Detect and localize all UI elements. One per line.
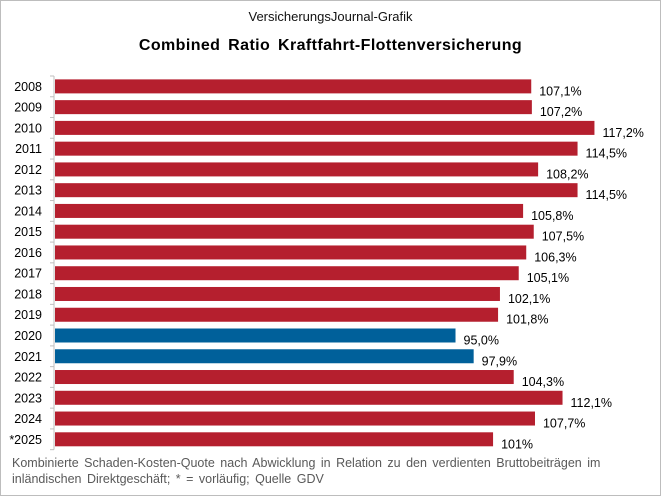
bar-2009 bbox=[55, 100, 532, 115]
category-label: 2008 bbox=[14, 80, 42, 94]
category-label: 2023 bbox=[14, 391, 42, 405]
data-label: 104,3% bbox=[522, 375, 564, 389]
bar-2024 bbox=[55, 411, 535, 426]
data-label: 105,8% bbox=[531, 209, 573, 223]
category-label: 2020 bbox=[14, 329, 42, 343]
data-label: 112,1% bbox=[571, 396, 612, 410]
data-label: 117,2% bbox=[602, 126, 643, 140]
bar-2010 bbox=[55, 120, 595, 135]
data-label: 108,2% bbox=[546, 167, 588, 181]
bar-2015 bbox=[55, 224, 534, 239]
data-label: 107,2% bbox=[540, 105, 582, 119]
category-label: 2012 bbox=[14, 163, 42, 177]
data-label: 101% bbox=[501, 437, 533, 451]
bar-2008 bbox=[55, 79, 532, 94]
category-label: 2017 bbox=[14, 267, 42, 281]
footer-note: Kombinierte Schaden-Kosten-Quote nach Ab… bbox=[12, 456, 601, 486]
category-label: 2019 bbox=[14, 308, 42, 322]
bar-2021 bbox=[55, 349, 474, 364]
category-label: 2010 bbox=[14, 121, 42, 135]
bar-p2025 bbox=[55, 432, 494, 447]
category-label: 2018 bbox=[14, 287, 42, 301]
data-label: 107,5% bbox=[542, 230, 584, 244]
data-label: 114,5% bbox=[586, 188, 627, 202]
data-label: 107,1% bbox=[539, 84, 581, 98]
bar-2012 bbox=[55, 162, 539, 177]
category-label: *2025 bbox=[9, 433, 42, 447]
data-label: 101,8% bbox=[506, 313, 548, 327]
bar-2023 bbox=[55, 390, 563, 405]
bar-2020 bbox=[55, 328, 456, 343]
data-label: 105,1% bbox=[527, 271, 569, 285]
bar-2011 bbox=[55, 141, 578, 156]
data-label: 106,3% bbox=[534, 250, 576, 264]
brand-caption: VersicherungsJournal-Grafik bbox=[248, 9, 413, 24]
bar-2022 bbox=[55, 370, 514, 385]
bar-2016 bbox=[55, 245, 527, 260]
bar-2017 bbox=[55, 266, 519, 281]
data-label: 102,1% bbox=[508, 292, 550, 306]
category-label: 2014 bbox=[14, 204, 42, 218]
chart-title: Combined Ratio Kraftfahrt-Flottenversich… bbox=[138, 37, 523, 54]
data-label: 114,5% bbox=[586, 147, 627, 161]
category-label: 2009 bbox=[14, 101, 42, 115]
category-label: 2021 bbox=[14, 350, 42, 364]
bar-2014 bbox=[55, 203, 524, 218]
data-label: 95,0% bbox=[464, 334, 499, 348]
data-label: 107,7% bbox=[543, 417, 585, 431]
category-label: 2013 bbox=[14, 184, 42, 198]
bar-2019 bbox=[55, 307, 499, 322]
data-label: 97,9% bbox=[482, 354, 517, 368]
category-label: 2016 bbox=[14, 246, 42, 260]
bar-2013 bbox=[55, 183, 578, 198]
category-label: 2022 bbox=[14, 371, 42, 385]
category-label: 2011 bbox=[15, 142, 42, 156]
category-label: 2024 bbox=[14, 412, 42, 426]
category-label: 2015 bbox=[14, 225, 42, 239]
bar-2018 bbox=[55, 286, 500, 301]
